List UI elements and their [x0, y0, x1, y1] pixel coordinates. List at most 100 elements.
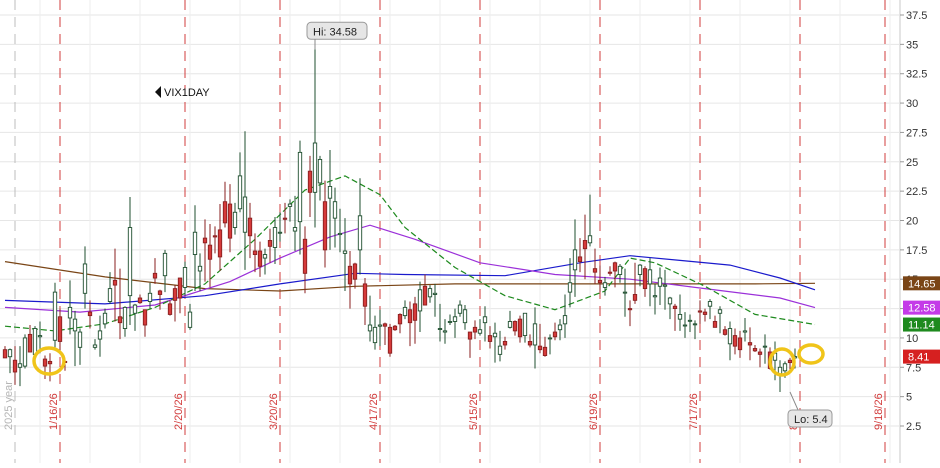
- candle-body-140: [702, 311, 708, 315]
- candle-body-113: [567, 282, 573, 293]
- candle-body-90: [452, 316, 458, 322]
- candle-body-111: [557, 324, 563, 331]
- candle-body-137: [687, 319, 693, 322]
- candle-body-61: [307, 170, 313, 193]
- price-badge-0: [903, 276, 940, 291]
- candle-body-79: [397, 313, 403, 325]
- candle-body-75: [377, 324, 383, 327]
- y-tick-label-7: 20: [906, 216, 918, 228]
- candle-body-32: [162, 252, 168, 277]
- candle-body-124: [622, 291, 628, 294]
- price-badges: 14.65 12.58 11.14 8.41: [903, 276, 940, 364]
- candle-body-6: [32, 328, 38, 355]
- candle-body-151: [757, 351, 763, 355]
- candle-body-44: [222, 201, 228, 224]
- candle-body-129: [647, 269, 653, 285]
- candle-body-33: [167, 303, 173, 315]
- candle-body-110: [552, 331, 558, 338]
- low-callout-leader: [789, 391, 799, 411]
- candle-body-143: [717, 309, 723, 314]
- candle-body-133: [667, 297, 673, 305]
- left-arrow-icon[interactable]: [155, 86, 161, 98]
- candle-body-70: [352, 263, 358, 280]
- y-tick-label-11: 30: [906, 98, 918, 110]
- candle-body-106: [532, 323, 538, 346]
- price-badge-2: [903, 317, 940, 332]
- candle-body-5: [27, 333, 33, 353]
- y-tick-label-8: 22.5: [906, 186, 927, 198]
- candle-body-36: [182, 267, 188, 288]
- candle-body-149: [747, 342, 753, 346]
- candle-body-39: [197, 265, 203, 272]
- candle-body-42: [212, 235, 218, 238]
- candle-body-82: [412, 303, 418, 321]
- y-tick-label-0: 2.5: [906, 421, 921, 433]
- candle-body-121: [607, 271, 613, 274]
- date-axis-labels: 2025 year 1/16/26 2/20/26 3/20/26 4/17/26 5/1…: [3, 381, 885, 430]
- date-tick-label-2: 2/20/26: [173, 393, 185, 430]
- candle-body-86: [432, 292, 438, 295]
- candle-body-50: [252, 250, 258, 256]
- candle-body-119: [597, 279, 603, 284]
- candle-body-34: [172, 288, 178, 301]
- candle-body-92: [462, 309, 468, 324]
- date-tick-label-7: 7/17/26: [688, 393, 700, 430]
- candle-body-96: [482, 316, 488, 324]
- candle-body-3: [17, 363, 23, 368]
- candle-body-17: [87, 311, 93, 317]
- candle-body-78: [392, 325, 398, 331]
- candle-body-10: [52, 291, 58, 341]
- candle-body-81: [407, 309, 413, 324]
- candlestick-series: [2, 49, 798, 392]
- candle-body-13: [67, 306, 73, 319]
- candle-body-30: [152, 272, 158, 279]
- candle-body-109: [547, 337, 553, 340]
- candle-body-85: [427, 288, 433, 298]
- candle-body-60: [302, 238, 308, 274]
- candle-body-128: [642, 268, 648, 290]
- candle-body-35: [177, 277, 183, 299]
- candle-body-77: [387, 326, 393, 354]
- candle-body-156: [782, 363, 788, 372]
- candle-body-41: [207, 244, 213, 260]
- candle-body-146: [732, 335, 738, 347]
- candle-body-125: [627, 308, 633, 311]
- candle-body-24: [122, 306, 128, 329]
- symbol-label-group: VIX1DAY: [155, 86, 210, 99]
- candle-body-108: [542, 346, 548, 356]
- axis-background: [900, 0, 940, 463]
- date-tick-label-6: 6/19/26: [588, 393, 600, 430]
- candle-body-76: [382, 323, 388, 327]
- candle-body-38: [192, 231, 198, 256]
- candle-body-37: [187, 311, 193, 328]
- candle-body-62: [312, 142, 318, 193]
- highlight-circle-low: [768, 347, 796, 377]
- candle-body-104: [522, 312, 528, 337]
- candle-body-15: [77, 331, 83, 348]
- candle-body-51: [257, 250, 263, 267]
- y-tick-label-13: 35: [906, 39, 918, 51]
- candle-body-28: [142, 309, 148, 326]
- candle-body-127: [637, 264, 643, 275]
- moving-average-line-1: [4, 255, 816, 305]
- candle-body-66: [332, 201, 338, 219]
- candle-body-105: [527, 341, 533, 346]
- candle-body-84: [422, 285, 428, 306]
- candle-body-152: [762, 345, 768, 348]
- candle-body-57: [287, 203, 293, 207]
- candle-body-0: [2, 349, 8, 359]
- candle-body-27: [137, 297, 143, 304]
- candle-body-94: [472, 326, 478, 333]
- candle-body-65: [327, 185, 333, 199]
- candle-body-83: [417, 289, 423, 312]
- symbol-label: VIX1DAY: [164, 87, 210, 99]
- candle-body-115: [577, 256, 583, 263]
- high-callout-box: [306, 21, 368, 40]
- candle-body-19: [97, 330, 103, 340]
- candle-body-130: [652, 295, 658, 298]
- candle-body-40: [202, 237, 208, 244]
- candle-body-98: [492, 332, 498, 338]
- candle-body-145: [727, 328, 733, 345]
- candle-body-100: [502, 341, 508, 346]
- price-badge-label-2: 11.14: [908, 320, 935, 332]
